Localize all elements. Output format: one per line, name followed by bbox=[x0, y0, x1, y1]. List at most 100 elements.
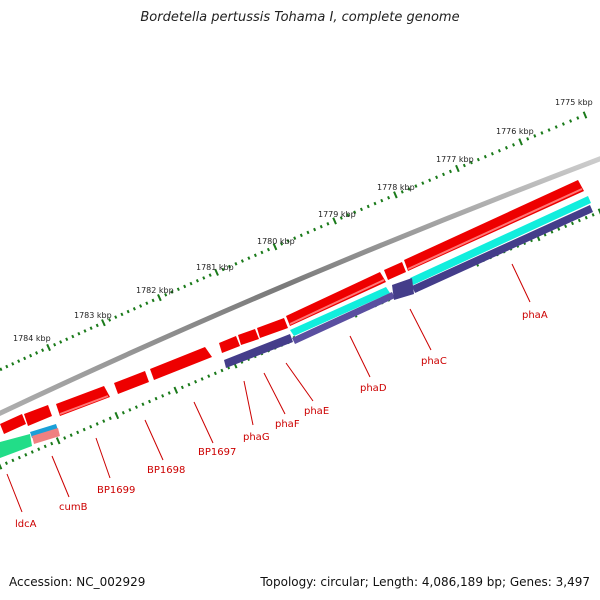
tick-mark bbox=[76, 430, 80, 435]
gene-arrow bbox=[404, 180, 584, 271]
tick-mark bbox=[139, 304, 143, 308]
tick-mark bbox=[407, 187, 411, 191]
tick-mark bbox=[121, 410, 125, 415]
tick-mark bbox=[490, 151, 494, 156]
tick-mark bbox=[504, 146, 508, 150]
tick-mark bbox=[234, 262, 238, 266]
tick-mark bbox=[299, 233, 303, 238]
tick-mark bbox=[132, 307, 136, 311]
navy-feature bbox=[412, 205, 593, 293]
tick-mark bbox=[428, 178, 432, 182]
genome-backbone bbox=[0, 156, 600, 417]
tick-mark bbox=[37, 447, 41, 451]
tick-mark bbox=[41, 348, 45, 352]
navy-feature bbox=[224, 334, 293, 368]
tick-mark bbox=[82, 427, 86, 432]
kbp-label: 1776 kbp bbox=[496, 127, 534, 136]
tick-mark bbox=[564, 224, 568, 228]
gene-label-BP1697: BP1697 bbox=[198, 447, 236, 458]
tick-mark bbox=[161, 394, 165, 398]
tick-mark bbox=[83, 329, 87, 333]
tick-mark bbox=[53, 342, 57, 347]
tick-mark bbox=[469, 160, 473, 165]
tick-mark bbox=[306, 230, 310, 235]
tick-mark bbox=[577, 218, 581, 223]
tick-mark bbox=[35, 351, 39, 355]
tick-mark bbox=[108, 416, 112, 421]
tick-mark bbox=[393, 191, 398, 199]
tick-mark bbox=[272, 243, 278, 251]
gene-label-phaE: phaE bbox=[304, 406, 329, 417]
tick-mark bbox=[387, 195, 391, 200]
tick-mark bbox=[120, 312, 124, 317]
tick-mark bbox=[280, 242, 284, 246]
tick-mark bbox=[462, 163, 466, 168]
tick-mark bbox=[108, 318, 112, 322]
outer-tick-ring bbox=[0, 111, 588, 372]
tick-mark bbox=[512, 143, 516, 147]
gene-labels: phaA phaC phaD phaE phaF phaG BP1697 BP1… bbox=[15, 310, 548, 530]
tick-mark bbox=[554, 125, 558, 129]
tick-mark bbox=[346, 213, 350, 217]
tick-mark bbox=[286, 239, 290, 243]
gene-highlight bbox=[407, 188, 583, 270]
gene-label-phaG: phaG bbox=[243, 432, 270, 443]
tick-mark bbox=[421, 181, 425, 185]
tick-mark bbox=[29, 353, 33, 358]
accession-text: Accession: NC_002929 bbox=[9, 575, 146, 589]
tick-mark bbox=[145, 301, 149, 305]
tick-mark bbox=[167, 391, 171, 395]
tick-mark bbox=[195, 279, 199, 283]
tick-mark bbox=[247, 256, 251, 260]
tick-mark bbox=[95, 323, 99, 328]
gene-arrow bbox=[286, 272, 386, 326]
tick-mark bbox=[157, 294, 162, 302]
tick-mark bbox=[95, 422, 99, 426]
tick-mark bbox=[50, 441, 54, 446]
tick-mark bbox=[359, 207, 363, 212]
kbp-label: 1778 kbp bbox=[377, 183, 415, 192]
tick-mark bbox=[0, 367, 3, 372]
tick-mark bbox=[141, 402, 145, 407]
tick-mark bbox=[187, 382, 191, 387]
tick-mark bbox=[582, 111, 588, 119]
tick-mark bbox=[561, 122, 565, 126]
gene-arrow bbox=[24, 405, 52, 426]
tick-mark bbox=[540, 131, 544, 135]
tick-mark bbox=[170, 290, 174, 294]
tick-mark bbox=[597, 208, 600, 215]
tick-mark bbox=[189, 281, 193, 286]
tick-mark bbox=[30, 450, 34, 454]
tick-mark bbox=[591, 213, 595, 217]
tick-mark bbox=[151, 298, 155, 303]
tick-mark bbox=[126, 309, 130, 314]
gene-arrow bbox=[384, 262, 406, 280]
tick-mark bbox=[173, 386, 179, 394]
tick-mark bbox=[11, 362, 15, 366]
pink-feature bbox=[32, 428, 60, 444]
tick-mark bbox=[89, 326, 93, 330]
tick-mark bbox=[497, 148, 501, 153]
tick-mark bbox=[43, 444, 47, 449]
tick-mark bbox=[183, 284, 187, 289]
tick-mark bbox=[69, 433, 73, 437]
tick-mark bbox=[213, 371, 217, 376]
tick-mark bbox=[435, 175, 439, 180]
tick-mark bbox=[24, 453, 28, 457]
gene-arrow bbox=[56, 386, 110, 416]
tick-mark bbox=[59, 340, 63, 344]
kbp-label: 1775 kbp bbox=[555, 98, 593, 107]
tick-mark bbox=[101, 319, 106, 327]
tick-mark bbox=[207, 374, 211, 378]
tick-mark bbox=[518, 138, 523, 146]
tick-mark bbox=[576, 116, 580, 120]
tick-mark bbox=[4, 461, 8, 465]
tick-mark bbox=[148, 399, 152, 404]
tick-mark bbox=[339, 216, 343, 220]
tick-mark bbox=[584, 215, 588, 220]
kbp-label-group: 1775 kbp 1776 kbp 1777 kbp 1778 kbp 1779 kbp… bbox=[13, 98, 593, 343]
tick-mark bbox=[227, 264, 231, 269]
tick-mark bbox=[0, 463, 3, 470]
kbp-label: 1777 kbp bbox=[436, 155, 474, 164]
tick-mark bbox=[102, 419, 106, 423]
